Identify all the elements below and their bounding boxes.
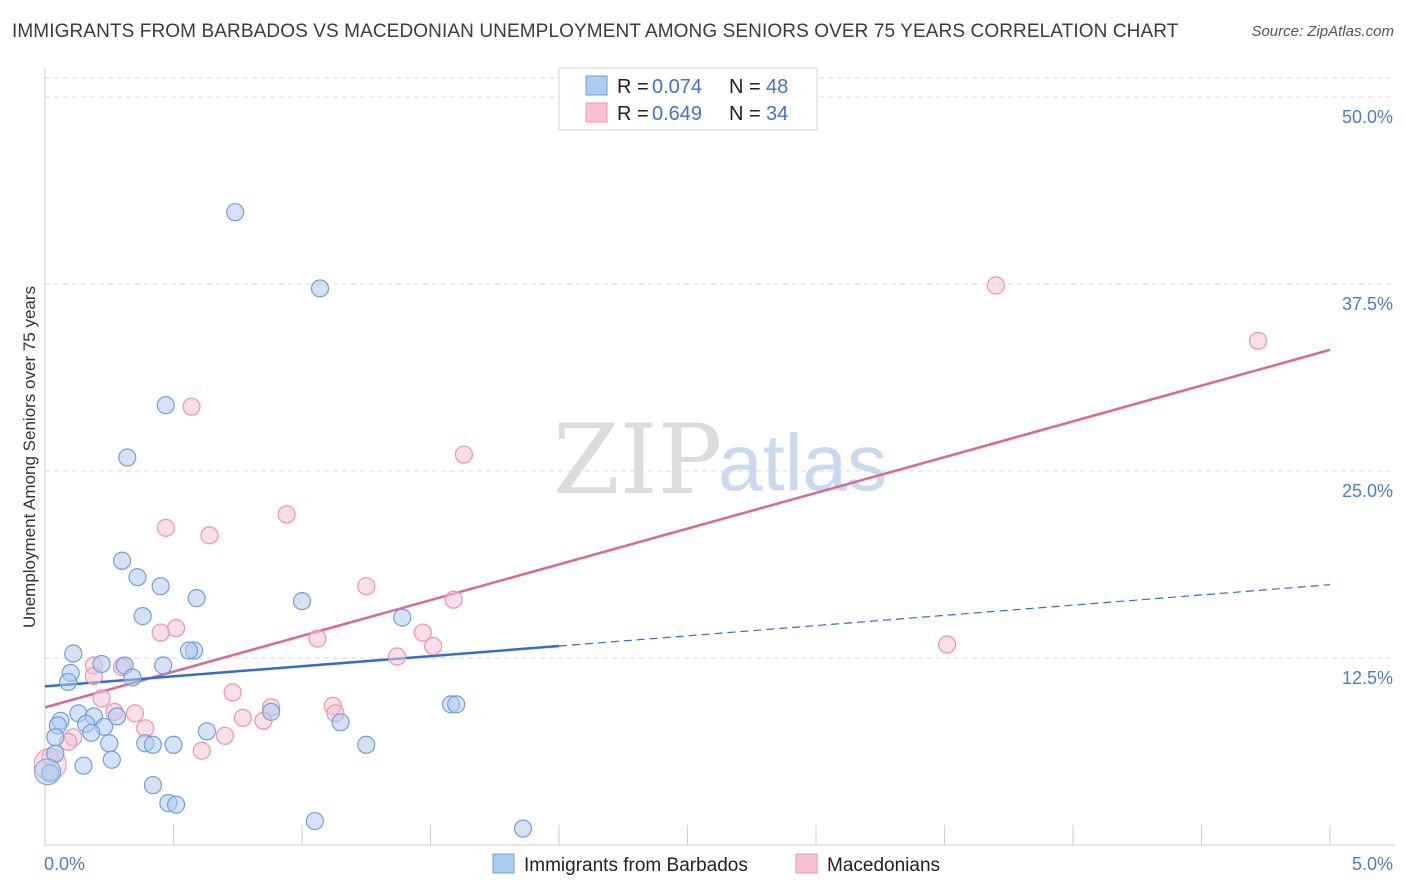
- barbados-points: [34, 203, 533, 838]
- barbados-point: [102, 750, 121, 769]
- y-tick-label: 37.5%: [1342, 294, 1393, 314]
- macedonians-point: [125, 704, 145, 723]
- barbados-point: [82, 723, 101, 742]
- correlation-legend: R = 0.074 N = 48 R = 0.649 N = 34: [558, 67, 818, 131]
- series-legend-swatch-barbados: [492, 853, 515, 874]
- macedonians-point: [215, 726, 234, 745]
- macedonians-point: [1248, 331, 1268, 350]
- barbados-point: [226, 203, 245, 222]
- grid-lines: [45, 77, 1395, 659]
- x-tick-label: 5.0%: [1352, 854, 1393, 874]
- macedonians-points: [33, 276, 1268, 781]
- macedonians-trend-line: [44, 348, 1331, 709]
- barbados-point: [331, 713, 350, 732]
- macedonians-point: [277, 505, 296, 524]
- macedonians-point: [192, 741, 211, 760]
- legend-n-value-2: 34: [766, 103, 788, 125]
- barbados-point: [393, 608, 412, 627]
- watermark-atlas: atlas: [718, 418, 887, 507]
- x-tick-label: 0.0%: [44, 854, 85, 874]
- legend-n-label-2: N =: [729, 103, 761, 125]
- barbados-point: [151, 577, 170, 596]
- macedonians-point: [357, 577, 376, 596]
- watermark-zip: ZIP: [553, 404, 722, 516]
- macedonians-point: [986, 276, 1006, 295]
- macedonians-point: [151, 623, 170, 642]
- macedonians-point: [200, 526, 219, 545]
- macedonians-point: [166, 618, 186, 638]
- legend-r-value-2: 0.649: [652, 103, 702, 125]
- barbados-point: [112, 551, 132, 570]
- legend-n-label-1: N =: [729, 76, 761, 98]
- macedonians-point: [223, 683, 242, 702]
- legend-r-label-1: R =: [617, 76, 649, 98]
- barbados-point: [187, 589, 206, 608]
- barbados-point: [118, 448, 137, 467]
- legend-swatch-blue: [585, 75, 608, 96]
- barbados-point: [92, 654, 111, 674]
- barbados-point: [143, 735, 163, 754]
- barbados-point: [310, 279, 330, 298]
- series-legend-label-macedonians: Macedonians: [827, 855, 940, 876]
- barbados-point: [166, 795, 186, 814]
- barbados-point: [154, 656, 173, 675]
- barbados-point: [179, 641, 199, 660]
- barbados-point: [197, 722, 217, 741]
- barbados-point: [305, 811, 324, 831]
- legend-r-value-1: 0.074: [652, 76, 702, 98]
- barbados-point: [357, 735, 376, 754]
- macedonians-point: [182, 397, 201, 416]
- macedonians-point: [423, 636, 443, 656]
- barbados-point: [143, 776, 163, 795]
- series-legend-swatch-macedonians: [795, 853, 818, 874]
- series-legend: Immigrants from Barbados Macedonians: [492, 853, 940, 876]
- macedonians-point: [413, 623, 432, 642]
- barbados-point: [46, 728, 65, 747]
- source-label: Source: ZipAtlas.com: [1251, 23, 1394, 40]
- x-tick-labels: 0.0% 5.0%: [44, 854, 1393, 874]
- y-tick-labels: 12.5% 25.0% 37.5% 50.0%: [1342, 107, 1393, 688]
- legend-swatch-pink: [585, 102, 608, 123]
- legend-r-label-2: R =: [617, 103, 649, 125]
- macedonians-point: [387, 647, 407, 666]
- barbados-point: [513, 819, 533, 838]
- y-tick-label: 25.0%: [1342, 481, 1393, 501]
- macedonians-point: [444, 590, 463, 609]
- barbados-point: [128, 568, 147, 587]
- barbados-point: [156, 396, 175, 415]
- watermark: ZIP atlas: [553, 404, 887, 516]
- barbados-point: [107, 707, 127, 726]
- chart-title: IMMIGRANTS FROM BARBADOS VS MACEDONIAN U…: [12, 21, 1179, 42]
- barbados-point: [59, 672, 78, 692]
- macedonians-point: [308, 629, 327, 648]
- macedonians-point: [156, 518, 175, 537]
- macedonians-point: [233, 708, 252, 727]
- y-axis-label: Unemployment Among Seniors over 75 years: [20, 286, 39, 628]
- macedonians-point: [937, 635, 957, 654]
- barbados-trend-extension: [558, 584, 1331, 647]
- barbados-point: [64, 644, 83, 663]
- barbados-point: [262, 702, 281, 721]
- barbados-point: [292, 592, 312, 611]
- series-legend-label-barbados: Immigrants from Barbados: [524, 855, 748, 876]
- barbados-point: [164, 735, 183, 754]
- macedonians-point: [454, 445, 474, 464]
- barbados-point: [123, 668, 142, 687]
- barbados-point: [447, 695, 466, 714]
- macedonians-point: [92, 689, 111, 708]
- barbados-point: [74, 756, 93, 775]
- x-axis: [44, 68, 1395, 846]
- y-tick-label: 50.0%: [1342, 107, 1393, 127]
- legend-n-value-1: 48: [766, 76, 788, 98]
- y-tick-label: 12.5%: [1342, 668, 1393, 688]
- barbados-point: [100, 734, 119, 753]
- barbados-point: [34, 758, 62, 786]
- barbados-point: [133, 607, 152, 626]
